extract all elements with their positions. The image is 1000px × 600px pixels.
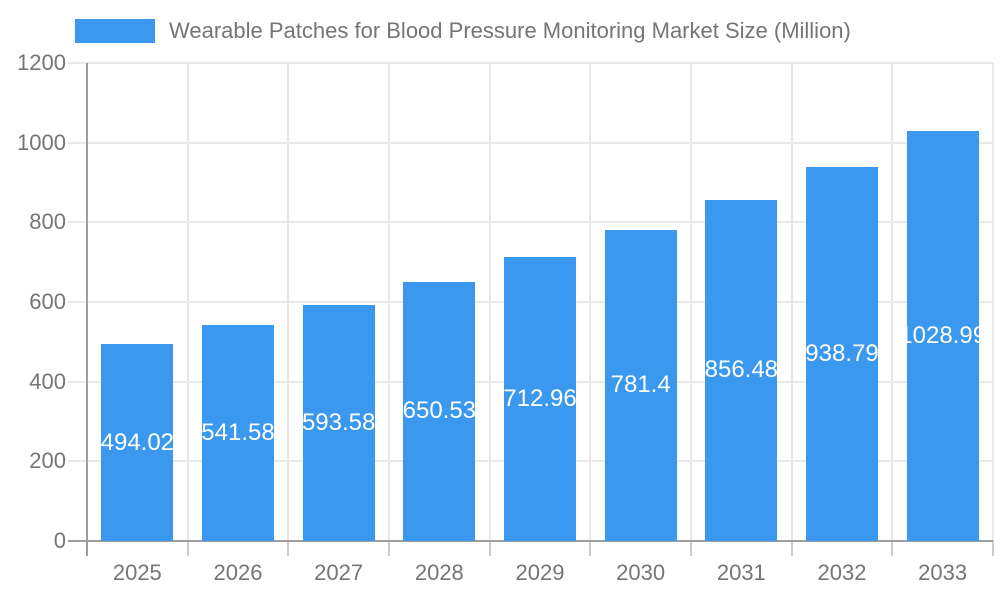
bar-value-label: 593.58 bbox=[301, 408, 376, 436]
x-axis-tick bbox=[388, 541, 390, 556]
x-tick-label: 2026 bbox=[213, 560, 263, 585]
x-tick-label: 2028 bbox=[414, 560, 464, 585]
gridline-x bbox=[287, 63, 290, 541]
bar-value-label: 541.58 bbox=[201, 419, 275, 447]
gridline-x bbox=[388, 63, 390, 541]
bar[interactable]: 712.96 bbox=[503, 257, 577, 541]
x-tick-label: 2030 bbox=[616, 560, 666, 585]
y-tick-label: 600 bbox=[29, 289, 66, 314]
gridline-x bbox=[690, 63, 692, 541]
x-tick-label: 2029 bbox=[515, 560, 565, 585]
x-axis-line bbox=[68, 540, 993, 542]
gridline-x bbox=[891, 63, 894, 541]
x-axis-tick bbox=[992, 541, 994, 556]
x-tick-label: 2032 bbox=[817, 560, 867, 585]
legend-swatch-icon bbox=[75, 19, 155, 43]
bar[interactable]: 938.79 bbox=[805, 167, 879, 541]
x-axis-tick bbox=[790, 541, 793, 556]
bar-value-label: 650.53 bbox=[402, 397, 477, 425]
bar-value-label: 938.79 bbox=[805, 340, 879, 368]
x-tick-label: 2031 bbox=[716, 560, 766, 585]
gridline-y bbox=[68, 62, 993, 64]
bar-value-label: 712.96 bbox=[503, 384, 577, 412]
x-tick-label: 2033 bbox=[918, 560, 968, 585]
bar[interactable]: 593.58 bbox=[301, 304, 376, 541]
chart-title: Wearable Patches for Blood Pressure Moni… bbox=[169, 18, 851, 43]
x-axis-tick bbox=[589, 541, 592, 556]
x-axis-tick bbox=[488, 541, 491, 556]
y-tick-label: 400 bbox=[29, 368, 66, 394]
bar-value-label: 856.48 bbox=[704, 356, 779, 384]
x-tick-label: 2025 bbox=[112, 560, 162, 585]
y-tick-label: 0 bbox=[53, 528, 66, 553]
y-tick-label: 800 bbox=[29, 209, 66, 235]
x-axis-tick bbox=[891, 541, 894, 556]
y-tick-label: 200 bbox=[29, 448, 66, 474]
bar[interactable]: 856.48 bbox=[704, 199, 779, 541]
bar-value-label: 494.02 bbox=[100, 428, 175, 456]
bar[interactable]: 541.58 bbox=[201, 325, 275, 541]
bar[interactable]: 650.53 bbox=[402, 281, 477, 541]
x-axis-tick bbox=[287, 541, 290, 556]
gridline-x bbox=[488, 63, 491, 541]
gridline-y bbox=[68, 221, 993, 224]
gridline-x bbox=[186, 63, 189, 541]
y-tick-label: 1000 bbox=[17, 129, 66, 155]
y-axis-line bbox=[86, 63, 88, 556]
bar-value-label: 781.4 bbox=[610, 371, 671, 399]
x-tick-label: 2027 bbox=[314, 560, 364, 585]
bar[interactable]: 494.02 bbox=[100, 344, 175, 541]
bar-value-label: 1028.99 bbox=[899, 322, 987, 350]
bar[interactable]: 1028.99 bbox=[899, 131, 986, 541]
y-tick-label: 1200 bbox=[17, 50, 66, 75]
x-axis-tick bbox=[186, 541, 189, 556]
gridline-y bbox=[68, 141, 993, 144]
gridline-x bbox=[992, 63, 994, 541]
gridline-x bbox=[790, 63, 793, 541]
gridline-x bbox=[589, 63, 592, 541]
x-axis-tick bbox=[690, 541, 692, 556]
bar[interactable]: 781.4 bbox=[604, 229, 677, 541]
legend-item[interactable]: Wearable Patches for Blood Pressure Moni… bbox=[75, 19, 851, 43]
